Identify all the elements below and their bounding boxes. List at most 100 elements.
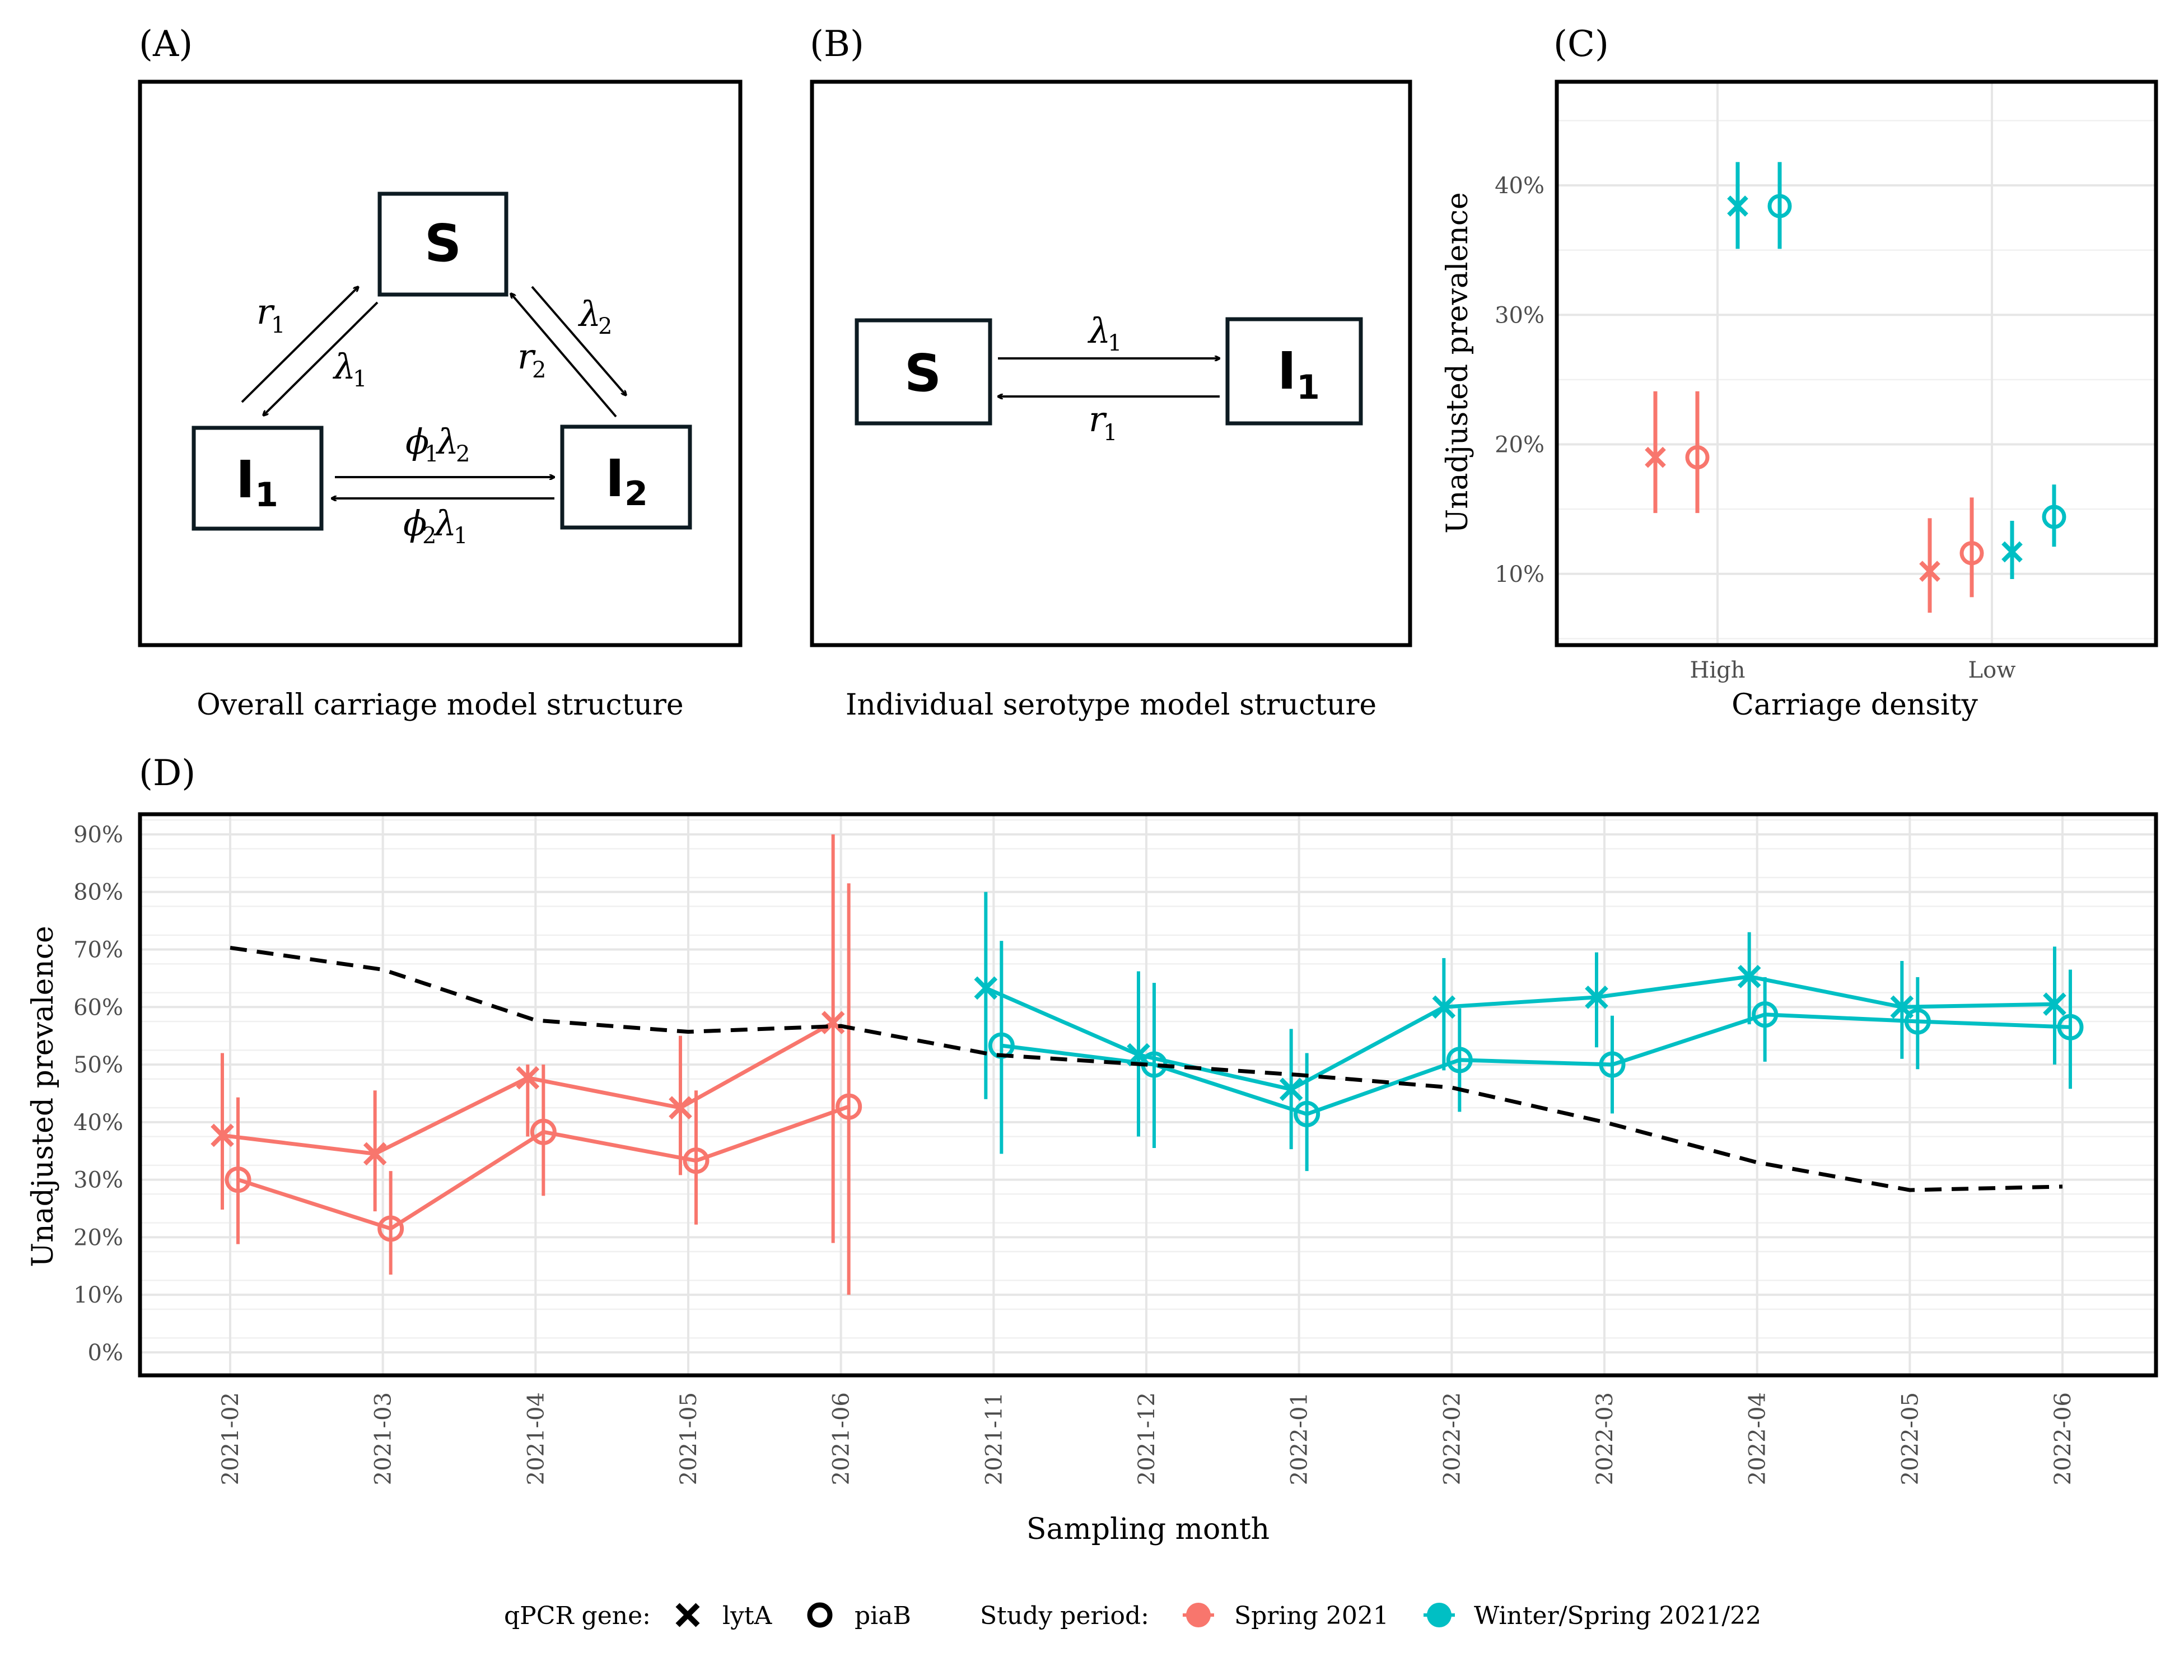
d-ytick-label: 10%: [73, 1282, 123, 1308]
chart-d-ylabel: Unadjusted prevalence: [26, 926, 60, 1267]
d-xtick-label: 2021-06: [829, 1392, 855, 1485]
d-ytick-label: 30%: [73, 1168, 123, 1193]
d-ytick-label: 80%: [73, 880, 123, 906]
d-point-lyta: [1737, 964, 1761, 988]
d-xtick-label: 2021-05: [676, 1392, 702, 1485]
d-point-piab: [1904, 1008, 1931, 1035]
c-point-lyta-stroke-b: [1727, 195, 1748, 217]
d-point-lyta-stroke-b: [1432, 995, 1456, 1019]
d-point-lyta: [1585, 985, 1608, 1009]
legend-piab-label: piaB: [855, 1602, 911, 1630]
d-ytick-label: 70%: [73, 937, 123, 963]
d-point-lyta: [1279, 1077, 1303, 1102]
node-i1-label: I: [236, 450, 255, 510]
chart-d: 0% 10% 20% 30% 40% 50% 60% 70% 80% 90% 2021-02 2021…: [73, 814, 2156, 1485]
d-point-lyta: [2043, 992, 2066, 1016]
svg-text:2: 2: [422, 523, 436, 549]
d-xtick-label: 2022-06: [2050, 1392, 2076, 1485]
rate-r1-b: r1: [1089, 399, 1117, 446]
arrow-s-to-i1: [263, 301, 379, 416]
chart-c-ylabel: Unadjusted prevalence: [1441, 192, 1474, 533]
svg-text:1: 1: [1103, 420, 1117, 446]
c-xtick-label: Low: [1968, 657, 2016, 683]
d-point-piab: [1599, 1051, 1626, 1078]
svg-text:1: 1: [271, 312, 285, 338]
c-point-lyta-stroke-b: [2001, 541, 2023, 563]
panel-c-frame: [1555, 80, 2158, 647]
svg-text:1: 1: [1108, 330, 1122, 356]
rate-lambda1: λ1: [332, 346, 367, 392]
d-ytick-label: 40%: [73, 1110, 123, 1136]
legend-spring-swatch-icon: [1183, 1603, 1214, 1627]
d-point-piab: [683, 1147, 710, 1174]
d-ytick-label: 60%: [73, 995, 123, 1020]
d-point-lyta-stroke-b: [1279, 1077, 1303, 1102]
d-point-lyta-stroke-b: [1737, 964, 1761, 988]
d-series-line: [1001, 1012, 2071, 1117]
d-xtick-label: 2021-12: [1134, 1392, 1160, 1485]
legend-period-title: Study period:: [980, 1602, 1149, 1630]
node-i2-label: I: [605, 449, 624, 508]
c-point-lyta: [1919, 561, 1940, 582]
svg-text:ϕ: ϕ: [405, 421, 429, 462]
legend-winter-swatch-icon: [1424, 1603, 1455, 1627]
node-s-label: S: [424, 213, 461, 273]
node-i1-subscript: 1: [255, 475, 278, 515]
d-point-lyta-stroke-b: [1890, 995, 1914, 1019]
d-xtick-label: 2022-03: [1592, 1392, 1618, 1485]
model-diagram-b: S I 1 λ1 r1: [855, 310, 1363, 446]
c-point-piab: [1767, 194, 1792, 218]
svg-text:2: 2: [456, 441, 470, 467]
d-ytick-label: 90%: [73, 822, 123, 848]
rate-r2: r2: [517, 336, 546, 383]
chart-d-xlabel: Sampling month: [1026, 1513, 1270, 1546]
d-point-piab: [1294, 1100, 1320, 1127]
d-point-lyta-stroke-b: [821, 1011, 845, 1034]
d-ytick-label: 50%: [73, 1052, 123, 1078]
svg-text:1: 1: [353, 366, 367, 392]
d-xtick-label: 2022-05: [1897, 1392, 1923, 1485]
c-ytick-label: 20%: [1495, 432, 1544, 458]
d-xtick-label: 2021-02: [218, 1392, 244, 1485]
d-dashed-trend-line: [230, 945, 2063, 1192]
c-ytick-label: 40%: [1495, 173, 1544, 199]
svg-text:λ: λ: [577, 293, 601, 334]
d-point-piab: [377, 1215, 404, 1242]
d-point-lyta: [516, 1066, 540, 1090]
c-point-lyta: [1645, 446, 1666, 468]
svg-text:2: 2: [598, 314, 612, 339]
node-s-b-label: S: [904, 343, 941, 403]
c-point-piab: [1959, 541, 1984, 566]
d-point-lyta: [1432, 995, 1456, 1019]
panel-a-label: (A): [139, 24, 193, 65]
d-xtick-label: 2022-02: [1439, 1392, 1465, 1485]
svg-text:r: r: [256, 291, 275, 332]
c-point-lyta: [1727, 195, 1748, 217]
c-xtick-label: High: [1690, 657, 1745, 683]
d-point-lyta-stroke-b: [669, 1096, 692, 1119]
node-i2-subscript: 2: [624, 474, 648, 514]
svg-text:λ: λ: [433, 503, 456, 544]
d-point-piab: [836, 1093, 862, 1120]
chart-c-xlabel: Carriage density: [1732, 688, 1978, 722]
panel-b-caption: Individual serotype model structure: [846, 688, 1376, 722]
arrow-s-to-i2: [531, 286, 626, 395]
node-i1-b: [1225, 317, 1363, 426]
panel-c-label: (C): [1553, 24, 1609, 65]
d-xtick-label: 2021-03: [371, 1392, 396, 1485]
c-ytick-label: 30%: [1495, 302, 1544, 328]
d-point-piab: [530, 1118, 557, 1145]
arrow-i1-to-s: [241, 287, 358, 403]
d-point-lyta-stroke-b: [211, 1123, 234, 1147]
legend: qPCR gene: lytA piaB Study period: Sprin…: [504, 1602, 1761, 1630]
d-xtick-label: 2022-01: [1287, 1392, 1313, 1485]
d-point-piab: [1446, 1047, 1473, 1074]
c-point-lyta-stroke-b: [1919, 561, 1940, 582]
node-i2: [560, 424, 692, 530]
legend-gene-title: qPCR gene:: [504, 1602, 651, 1630]
d-xtick-label: 2021-11: [981, 1392, 1007, 1485]
node-i1-b-label: I: [1277, 341, 1296, 401]
d-point-lyta-stroke-b: [516, 1066, 540, 1090]
d-point-piab: [2057, 1014, 2084, 1040]
